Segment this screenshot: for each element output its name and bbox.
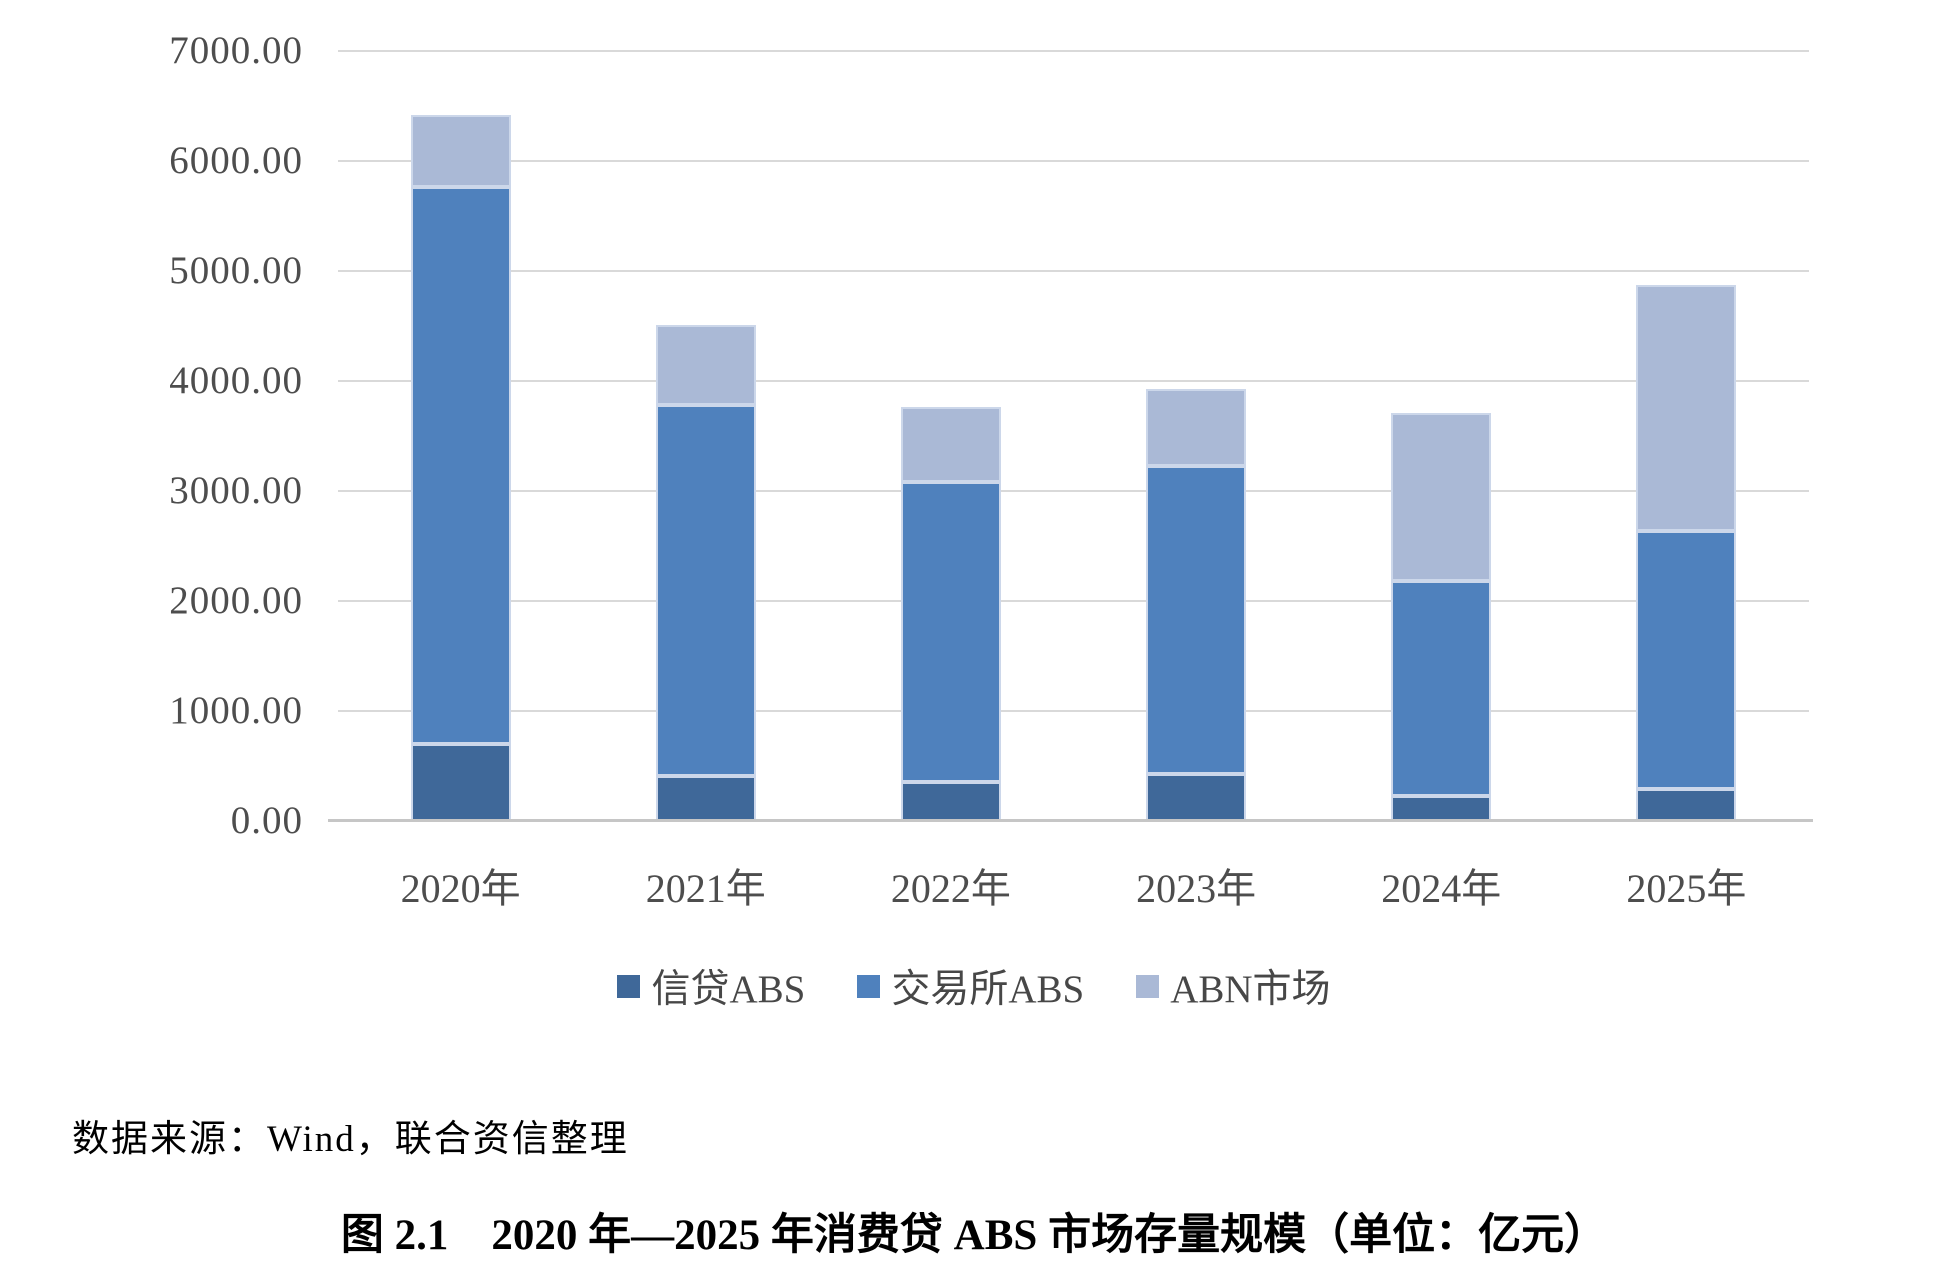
bar-segment-信贷ABS-2022年 [900, 781, 1001, 821]
y-tick-0.00: 0.00 [230, 799, 303, 842]
x-label-2022年: 2022年 [890, 866, 1011, 911]
bar-segment-ABN市场-2025年 [1636, 285, 1737, 531]
gridline-1000 [338, 710, 1809, 712]
x-label-2020年: 2020年 [400, 866, 521, 911]
gridline-6000 [338, 160, 1809, 162]
gridline-5000 [338, 270, 1809, 272]
y-tick-1000.00: 1000.00 [169, 689, 303, 732]
bar-2025年 [1636, 51, 1737, 821]
bar-segment-信贷ABS-2025年 [1636, 788, 1737, 821]
bar-segment-交易所ABS-2021年 [655, 404, 756, 777]
bar-segment-ABN市场-2024年 [1391, 412, 1492, 581]
bar-2021年 [655, 51, 756, 821]
legend-swatch-icon [1136, 974, 1160, 998]
legend-swatch-icon [857, 974, 881, 998]
y-tick-3000.00: 3000.00 [169, 469, 303, 512]
bar-segment-ABN市场-2022年 [900, 406, 1001, 482]
legend-label: 交易所ABS [891, 968, 1085, 1011]
bar-segment-交易所ABS-2025年 [1636, 530, 1737, 789]
x-label-2024年: 2024年 [1381, 866, 1502, 911]
y-tick-4000.00: 4000.00 [169, 359, 303, 402]
y-tick-7000.00: 7000.00 [169, 29, 303, 72]
bar-segment-ABN市场-2020年 [410, 114, 511, 188]
bar-segment-信贷ABS-2021年 [655, 776, 756, 821]
y-tick-5000.00: 5000.00 [169, 249, 303, 292]
bar-segment-交易所ABS-2023年 [1146, 466, 1247, 774]
gridline-3000 [338, 490, 1809, 492]
chart-legend: 信贷ABS 交易所ABS ABN市场 [0, 958, 1948, 1014]
legend-item-交易所ABS: 交易所ABS [857, 958, 1084, 1014]
bar-2020年 [410, 51, 511, 821]
bar-segment-信贷ABS-2020年 [410, 744, 511, 821]
gridline-2000 [338, 600, 1809, 602]
bar-2022年 [900, 51, 1001, 821]
bar-segment-交易所ABS-2024年 [1391, 580, 1492, 796]
legend-item-信贷ABS: 信贷ABS [617, 958, 805, 1014]
legend-label: 信贷ABS [651, 968, 806, 1011]
bar-segment-信贷ABS-2024年 [1391, 795, 1492, 821]
bar-segment-信贷ABS-2023年 [1146, 773, 1247, 821]
source-note: 数据来源：Wind，联合资信整理 [72, 1119, 629, 1160]
legend-label: ABN市场 [1170, 968, 1331, 1011]
bar-2023年 [1146, 51, 1247, 821]
y-tick-6000.00: 6000.00 [169, 139, 303, 182]
y-tick-2000.00: 2000.00 [169, 579, 303, 622]
x-label-2025年: 2025年 [1626, 866, 1747, 911]
legend-item-ABN市场: ABN市场 [1136, 958, 1331, 1014]
bar-segment-交易所ABS-2022年 [900, 481, 1001, 782]
bar-2024年 [1391, 51, 1492, 821]
x-label-2021年: 2021年 [645, 866, 766, 911]
bar-segment-交易所ABS-2020年 [410, 187, 511, 744]
gridline-4000 [338, 380, 1809, 382]
bar-segment-ABN市场-2021年 [655, 325, 756, 405]
gridline-7000 [338, 50, 1809, 52]
bar-segment-ABN市场-2023年 [1146, 388, 1247, 467]
legend-swatch-icon [617, 974, 641, 998]
plot-area [328, 50, 1813, 822]
figure-caption: 图 2.1 2020 年—2025 年消费贷 ABS 市场存量规模（单位：亿元） [340, 1212, 1608, 1259]
x-axis-line [328, 819, 1813, 822]
x-label-2023年: 2023年 [1136, 866, 1257, 911]
